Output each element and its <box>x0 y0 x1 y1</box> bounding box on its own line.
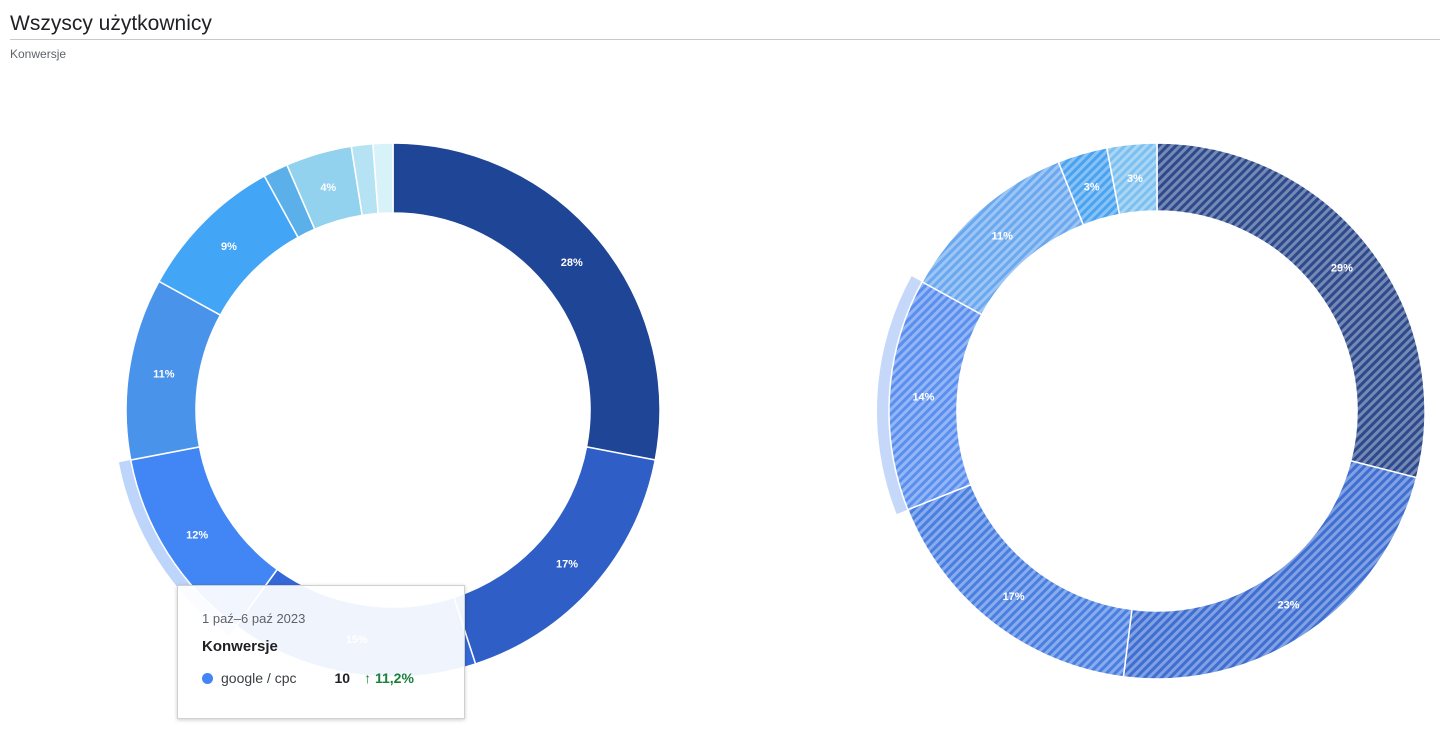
hatch-overlay <box>1106 143 1157 215</box>
series-dot-icon <box>202 672 213 684</box>
slice-label: 17% <box>1003 591 1025 603</box>
hatch-overlay <box>907 484 1132 677</box>
tooltip-change: 11,2% <box>374 670 414 686</box>
hatch-overlay <box>922 161 1084 315</box>
slice-label: 17% <box>556 558 578 570</box>
hatch-overlay <box>889 281 982 510</box>
tooltip-value: 10 <box>334 670 351 686</box>
donut-slice[interactable] <box>372 142 394 215</box>
donut-slice[interactable] <box>392 142 661 461</box>
slice-label: 3% <box>1127 173 1143 185</box>
highlight-arc <box>876 276 923 515</box>
divider <box>10 39 1440 40</box>
page-title: Wszyscy użytkownicy <box>10 12 212 35</box>
slice-label: 11% <box>992 230 1014 242</box>
tooltip-series: google / cpc <box>221 670 297 686</box>
tooltip-date: 1 paź–6 paź 2023 <box>202 611 306 626</box>
donut-slice[interactable] <box>452 446 657 665</box>
metric-subtitle: Konwersje <box>10 47 67 61</box>
hatch-overlay <box>1157 143 1426 478</box>
slice-label: 11% <box>153 369 175 381</box>
slice-label: 9% <box>221 241 237 253</box>
slice-label: 23% <box>1278 600 1300 612</box>
slice-label: 12% <box>186 529 208 541</box>
tooltip: 1 paź–6 paź 2023 Konwersje google / cpc … <box>177 585 465 719</box>
slice-label: 28% <box>561 257 583 269</box>
slice-label: 3% <box>1084 181 1100 193</box>
slice-label: 29% <box>1331 263 1353 275</box>
comparison-donut: 29% 23% 17% 14% 11% 3% 3% <box>876 142 1426 680</box>
tooltip-metric: Konwersje <box>202 638 278 655</box>
slice-label: 4% <box>320 182 336 194</box>
slice-label: 14% <box>912 391 934 403</box>
hatch-overlay <box>1123 460 1417 679</box>
arrow-up-icon: ↑ <box>364 670 372 686</box>
hatch-overlay <box>1058 147 1120 226</box>
